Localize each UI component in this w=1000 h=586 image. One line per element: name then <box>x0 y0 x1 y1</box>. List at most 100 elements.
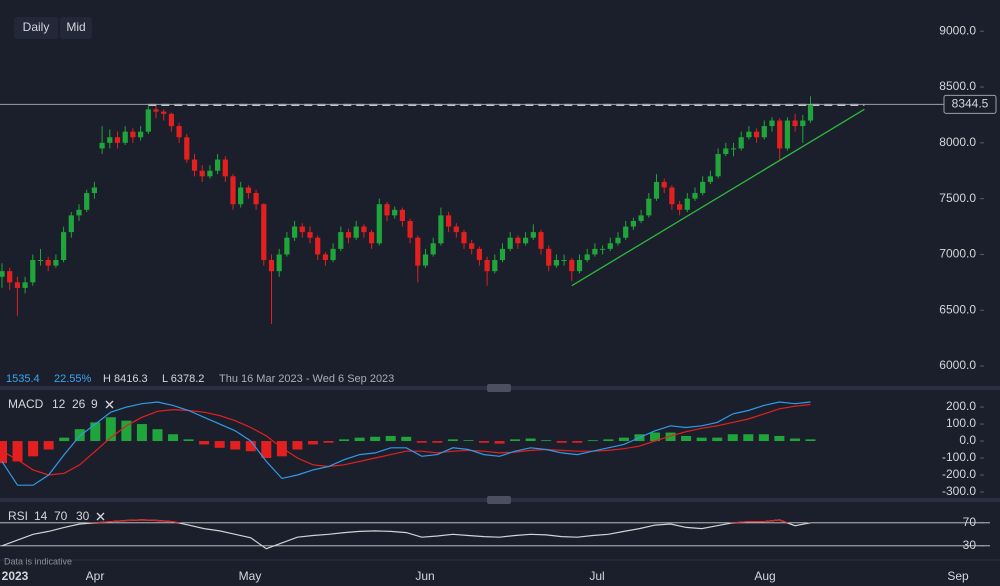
candle-body <box>284 237 290 255</box>
candle-body <box>538 232 544 249</box>
candle-body <box>677 204 683 210</box>
candle-body <box>530 232 536 238</box>
candle-body <box>438 215 444 244</box>
y-tick-label: -200.0 <box>942 467 976 481</box>
y-tick-label: 200.0 <box>946 399 976 413</box>
change-value: 1535.4 <box>6 373 40 385</box>
macd-line <box>1 403 811 476</box>
x-tick-label: 2023 <box>2 569 29 583</box>
footer-note: Data is indicative <box>4 556 72 566</box>
interval-label[interactable]: Daily <box>23 20 50 34</box>
histogram-bar <box>447 439 458 442</box>
y-tick-label: 6500.0 <box>939 302 976 316</box>
period-range: Thu 16 Mar 2023 - Wed 6 Sep 2023 <box>219 373 394 385</box>
candle-body <box>461 232 467 244</box>
candle-body <box>807 104 814 121</box>
candle-body <box>338 232 344 249</box>
candle-body <box>292 226 298 238</box>
pane-resize-handle[interactable] <box>487 496 511 504</box>
histogram-bar <box>105 417 116 442</box>
candle-body <box>669 187 675 205</box>
candle-body <box>222 159 228 177</box>
candle-body <box>130 131 136 138</box>
histogram-bar <box>510 439 521 442</box>
candle-body <box>661 181 667 188</box>
candle-body <box>738 137 744 149</box>
histogram-bar <box>727 434 738 442</box>
rsi-close-icon[interactable] <box>96 512 105 521</box>
candle-body <box>638 215 644 221</box>
price-type-label[interactable]: Mid <box>66 20 85 34</box>
candle-body <box>76 209 82 216</box>
histogram-bar <box>214 441 225 448</box>
y-tick-label: 0.0 <box>959 433 976 447</box>
histogram-bar <box>587 440 598 442</box>
candle-body <box>276 254 282 272</box>
histogram-bar <box>90 422 101 442</box>
rsi-param: 14 <box>34 509 48 523</box>
histogram-bar <box>805 439 816 442</box>
interval-button[interactable] <box>14 17 58 39</box>
x-tick-label: Aug <box>754 569 775 583</box>
histogram-bar <box>665 432 676 442</box>
candle-body <box>330 248 336 261</box>
candle-body <box>546 248 552 266</box>
x-tick-label: Apr <box>86 569 105 583</box>
histogram-bar <box>199 441 210 445</box>
candle-body <box>499 248 506 261</box>
candle-body <box>122 131 128 143</box>
trend-line <box>571 108 865 287</box>
x-tick-label: Jun <box>415 569 434 583</box>
candle-body <box>492 260 498 272</box>
histogram-bar <box>354 437 365 442</box>
candle-body <box>268 260 275 272</box>
candle-body <box>700 181 706 194</box>
candle-body <box>245 187 251 194</box>
histogram-bar <box>339 439 350 442</box>
histogram-bar <box>494 441 505 444</box>
histogram-bar <box>28 441 39 457</box>
histogram-bar <box>603 439 614 442</box>
candle-body <box>476 248 482 261</box>
y-tick-label: 70 <box>963 515 977 529</box>
macd-close-icon[interactable] <box>105 400 114 409</box>
candle-body <box>238 187 244 205</box>
candle-body <box>769 120 775 127</box>
histogram-bar <box>401 436 412 442</box>
histogram-bar <box>758 434 769 442</box>
histogram-bar <box>463 440 474 442</box>
candle-body <box>407 220 413 238</box>
candle-body <box>761 126 767 138</box>
candle-body <box>615 237 621 244</box>
pane-resize-handle[interactable] <box>487 384 511 392</box>
candle-body <box>561 260 567 262</box>
x-tick-label: Jul <box>589 569 604 583</box>
candle-body <box>14 282 20 288</box>
histogram-bar <box>478 441 489 443</box>
candle-body <box>630 220 636 227</box>
x-tick-label: May <box>239 569 262 583</box>
macd-param: 9 <box>91 397 98 411</box>
candle-body <box>22 282 28 288</box>
y-tick-label: 6000.0 <box>939 358 976 372</box>
price-type-button[interactable] <box>60 17 92 39</box>
histogram-bar <box>261 441 272 459</box>
candle-body <box>353 226 359 238</box>
candle-body <box>623 226 629 238</box>
candle-body <box>399 209 405 221</box>
y-tick-label: 30 <box>963 538 977 552</box>
candle-body <box>692 193 698 199</box>
candle-body <box>584 254 590 261</box>
macd-label: MACD <box>8 397 44 411</box>
candle-body <box>345 232 352 238</box>
change-percent: 22.55% <box>54 373 92 385</box>
candle-body <box>199 170 205 177</box>
rsi-param: 70 <box>54 509 68 523</box>
candle-body <box>707 176 713 182</box>
rsi-overbought-line <box>87 519 811 523</box>
candle-body <box>369 232 375 244</box>
candle-body <box>107 137 113 143</box>
candle-body <box>415 237 421 266</box>
